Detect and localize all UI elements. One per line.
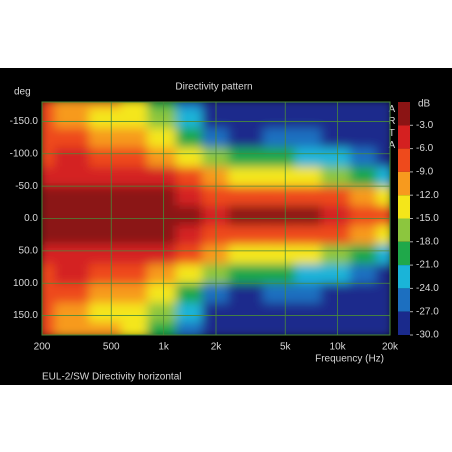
colorbar-tick-label: -18.0 [416,236,439,247]
colorbar-tick-label: -6.0 [416,143,434,154]
colorbar-band [398,102,410,126]
colorbar-band [398,148,410,172]
colorbar-band [398,311,410,335]
colorbar-tick-label: -15.0 [416,213,439,224]
heatmap-cell [349,322,383,335]
colorbar-label: dB [418,99,431,110]
heatmap-cell [88,322,127,335]
y-tick-label: -150.0 [10,116,39,127]
x-axis-label: Frequency (Hz) [315,354,384,365]
x-tick-label: 10k [330,342,347,353]
heatmap-cell [294,322,328,335]
heatmap-cell [376,128,390,154]
heatmap-cell [147,322,182,335]
heatmap-cell [262,322,301,335]
y-tick-label: 50.0 [19,246,39,257]
colorbar-band [398,265,410,289]
heatmap-cell [54,322,95,335]
x-tick-label: 500 [103,342,120,353]
chart-title: Directivity pattern [175,82,252,93]
heatmap-cell [376,322,390,335]
heatmap-cell [376,186,390,212]
x-tick-label: 5k [280,342,292,353]
colorbar-tick-label: -27.0 [416,306,439,317]
colorbar-tick-label: -12.0 [416,190,439,201]
colorbar-band [398,195,410,219]
colorbar-band [398,125,410,149]
x-tick-label: 20k [382,342,399,353]
colorbar-tick-label: -30.0 [416,330,439,341]
x-tick-label: 200 [34,342,51,353]
colorbar-tick-label: -21.0 [416,260,439,271]
y-tick-label: 0.0 [24,213,38,224]
colorbar-band [398,288,410,312]
heatmap-cell [120,322,154,335]
y-tick-label: 100.0 [13,278,38,289]
y-tick-label: 150.0 [13,310,38,321]
heatmap-cell [321,322,356,335]
colorbar-tick-label: -9.0 [416,167,434,178]
brand: ARTA [386,104,397,152]
y-tick-label: -50.0 [15,181,38,192]
footer: EUL-2/SW Directivity horizontal [42,372,181,383]
heatmap-cell [376,283,390,309]
colorbar-band [398,218,410,242]
heatmap-cell [228,322,269,335]
heatmap-cell [175,322,209,335]
colorbar-band [398,171,410,196]
y-tick-label: -100.0 [10,148,39,159]
heatmap-cell [376,225,390,251]
colorbar-tick-label: -24.0 [416,283,439,294]
x-tick-label: 2k [211,342,223,353]
colorbar-tick-label: -3.0 [416,120,434,131]
x-tick-label: 1k [158,342,170,353]
colorbar-band [398,241,410,266]
y-axis-label: deg [14,87,31,98]
plot-frame [41,101,391,336]
heatmap-cell [202,322,235,335]
